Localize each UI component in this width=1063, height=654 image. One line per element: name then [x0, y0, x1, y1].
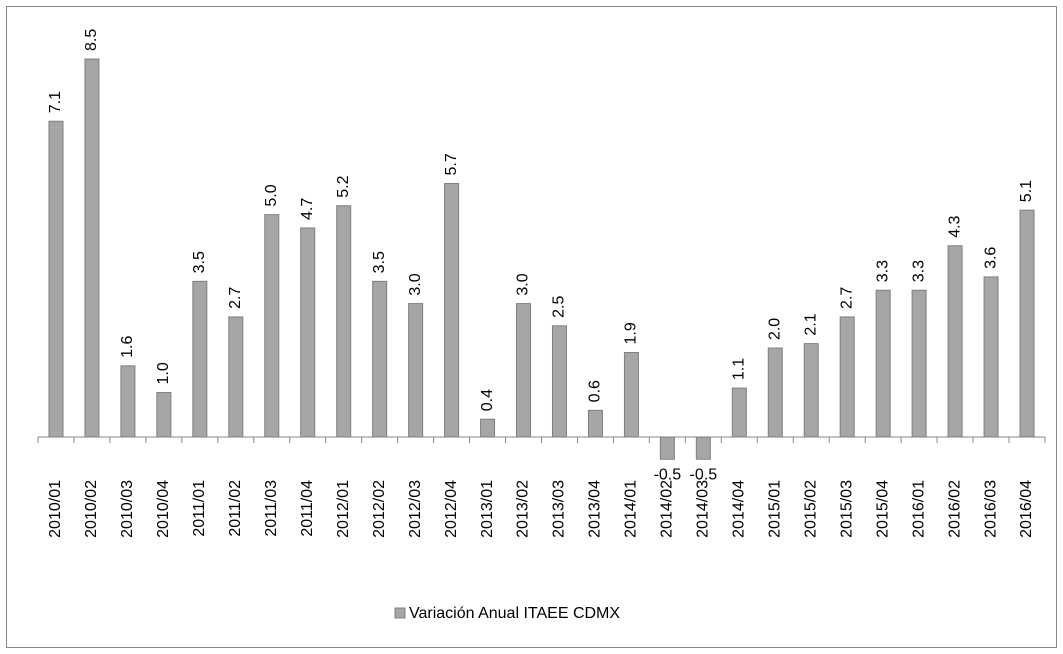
x-tick-label: 2012/04	[443, 480, 460, 538]
x-tick-label: 2014/04	[731, 480, 748, 538]
bar	[875, 289, 891, 438]
bar	[516, 303, 532, 438]
bar	[336, 205, 352, 438]
bar	[408, 303, 424, 438]
value-label: 8.5	[83, 29, 100, 51]
value-label: 2.1	[802, 313, 819, 335]
value-label: -0.5	[654, 466, 682, 483]
value-label: 0.4	[479, 389, 496, 411]
value-label: -0.5	[690, 466, 718, 483]
value-label: 3.0	[515, 273, 532, 295]
x-tick-label: 2010/03	[119, 480, 136, 538]
legend-swatch	[394, 607, 406, 619]
bar	[587, 409, 603, 438]
x-tick-label: 2016/03	[982, 480, 999, 538]
x-tick-label: 2010/04	[155, 480, 172, 538]
x-tick-label: 2015/04	[874, 480, 891, 538]
value-label: 4.3	[946, 215, 963, 237]
bar	[551, 325, 567, 438]
value-label: 1.0	[155, 362, 172, 384]
value-label: 5.7	[443, 153, 460, 175]
value-label: 2.7	[838, 287, 855, 309]
bar	[48, 120, 64, 438]
x-tick-label: 2016/02	[946, 480, 963, 538]
bar	[264, 214, 280, 438]
x-tick-label: 2015/02	[802, 480, 819, 538]
bar	[84, 58, 100, 438]
x-tick-label: 2013/03	[551, 480, 568, 538]
x-tick-label: 2014/03	[695, 480, 712, 538]
bar	[228, 316, 244, 438]
bar	[695, 436, 711, 460]
x-tick-label: 2013/01	[479, 480, 496, 538]
value-label: 3.6	[982, 247, 999, 269]
x-tick-label: 2011/04	[299, 480, 316, 537]
value-label: 3.3	[874, 260, 891, 282]
x-tick-label: 2011/02	[227, 480, 244, 537]
value-label: 2.0	[766, 318, 783, 340]
value-label: 2.7	[227, 287, 244, 309]
value-label: 5.2	[335, 175, 352, 197]
value-label: 3.5	[191, 251, 208, 273]
x-tick-label: 2012/02	[371, 480, 388, 538]
value-label: 4.7	[299, 198, 316, 220]
bar	[659, 436, 675, 460]
chart-frame	[6, 6, 1057, 648]
value-label: 7.1	[47, 91, 64, 113]
x-tick-label: 2011/03	[263, 480, 280, 537]
legend-label: Variación Anual ITAEE CDMX	[409, 605, 620, 622]
value-label: 3.0	[407, 273, 424, 295]
value-label: 1.9	[623, 322, 640, 344]
bar	[623, 352, 639, 438]
bar	[839, 316, 855, 438]
x-tick-label: 2013/02	[515, 480, 532, 538]
x-tick-label: 2011/01	[191, 480, 208, 537]
value-label: 3.5	[371, 251, 388, 273]
value-label: 5.0	[263, 184, 280, 206]
bar	[372, 280, 388, 438]
x-tick-label: 2010/01	[47, 480, 64, 538]
bar	[1019, 209, 1035, 438]
bar	[480, 418, 496, 438]
bar	[983, 276, 999, 438]
bar	[803, 343, 819, 438]
x-tick-label: 2015/03	[838, 480, 855, 538]
bar	[444, 183, 460, 438]
x-tick-label: 2012/01	[335, 480, 352, 538]
value-label: 1.1	[731, 358, 748, 380]
bar	[767, 347, 783, 438]
bar	[300, 227, 316, 438]
bar	[156, 392, 172, 438]
value-label: 3.3	[910, 260, 927, 282]
x-tick-label: 2016/01	[910, 480, 927, 538]
x-tick-label: 2014/01	[623, 480, 640, 538]
bar	[731, 387, 747, 438]
bar	[947, 245, 963, 438]
value-label: 0.6	[587, 380, 604, 402]
x-tick-label: 2012/03	[407, 480, 424, 538]
value-label: 2.5	[551, 295, 568, 317]
x-tick-label: 2010/02	[83, 480, 100, 538]
x-tick-label: 2015/01	[766, 480, 783, 538]
x-tick-label: 2016/04	[1018, 480, 1035, 538]
value-label: 1.6	[119, 336, 136, 358]
bar	[911, 289, 927, 438]
x-tick-label: 2014/02	[659, 480, 676, 538]
x-tick-label: 2013/04	[587, 480, 604, 538]
bar	[192, 280, 208, 438]
value-label: 5.1	[1018, 180, 1035, 202]
bar	[120, 365, 136, 438]
